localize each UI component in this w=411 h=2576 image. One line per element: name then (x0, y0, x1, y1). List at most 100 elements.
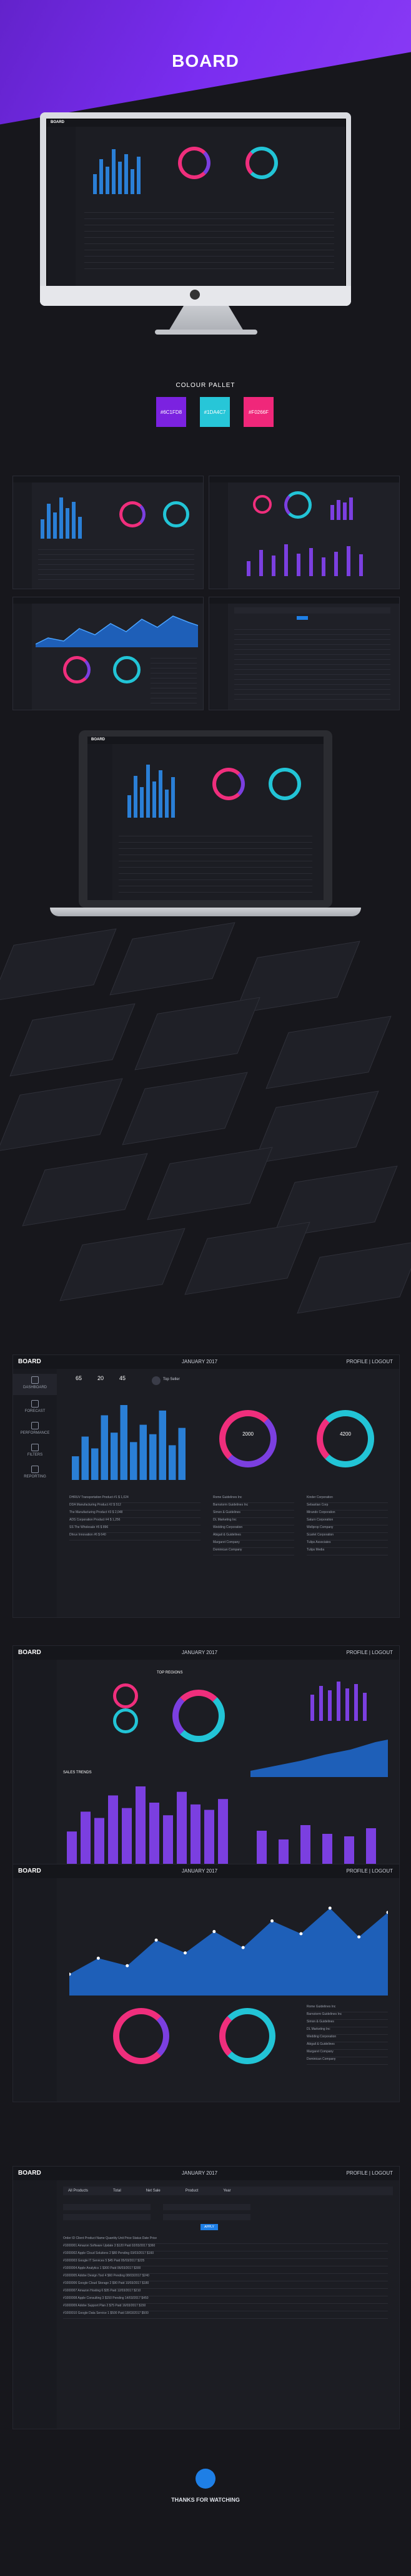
chart-bar (159, 1410, 166, 1480)
profile-link[interactable]: PROFILE (346, 1359, 368, 1364)
table-row: ADS Corporation Product #4 $ 1,256 (69, 1518, 201, 1526)
chart-bar (130, 1442, 137, 1480)
area-point (270, 1919, 274, 1922)
table-row: Dhruv Innovation #6 $ 640 (69, 1533, 201, 1540)
area-point (357, 1935, 361, 1939)
table-row: Dominican Company (307, 2057, 388, 2065)
laptop-base (50, 908, 361, 916)
preview-reporting (209, 597, 400, 710)
kpi-1: 65 (76, 1375, 82, 1381)
table-row: #1000003 Google IT Services 5 $45 Paid 0… (63, 2259, 388, 2266)
table-row: #1000008 Apple Consulting 3 $150 Pending… (63, 2296, 388, 2304)
filter-input-2[interactable] (163, 2204, 250, 2210)
chart-bar (177, 1791, 187, 1868)
forecast-bar-chart (67, 1786, 228, 1868)
report-tab[interactable]: Net Sale (146, 2189, 161, 2193)
logout-link[interactable]: LOGOUT (372, 1650, 393, 1655)
table-row: Tulips Associates (307, 1540, 388, 1548)
thanks-text: THANKS FOR WATCHING (171, 2497, 240, 2503)
report-tab[interactable]: Total (113, 2189, 121, 2193)
swatch-purple: #6C1FD8 (156, 397, 186, 427)
app-logo: BOARD (18, 2170, 41, 2177)
filter-input-4[interactable] (163, 2214, 250, 2220)
profile-link[interactable]: PROFILE (346, 1650, 368, 1655)
chart-bar (101, 1415, 108, 1480)
nav-dashboard[interactable]: DASHBOARD (13, 1374, 57, 1395)
chart-bar (111, 1432, 118, 1480)
monitor-ring-1 (178, 147, 210, 179)
logout-link[interactable]: LOGOUT (372, 1359, 393, 1364)
monitor-stand-base (155, 330, 257, 335)
chart-bar (204, 1810, 214, 1868)
laptop-screen: BOARD (87, 737, 324, 900)
table-row: Rome Guidelines Inc (213, 1496, 294, 1503)
screen-performance: BOARD JANUARY 2017 PROFILE | LOGOUT Rome… (12, 1864, 400, 2102)
list-3: Kinder Corporation Sebastian Corp Mirando … (307, 1496, 388, 1555)
app-logo: BOARD (18, 1358, 41, 1365)
perf-ring-2 (219, 2008, 275, 2064)
app-logo: BOARD (18, 1649, 41, 1656)
nav-performance[interactable]: PERFORMANCE (13, 1422, 57, 1435)
thumbs-up-icon (196, 2469, 215, 2489)
monitor-table (84, 207, 334, 269)
table-row: DDA Manufacturing Product #2 $ 512 (69, 1503, 201, 1511)
table-row: DL Marketing Inc (307, 2027, 388, 2035)
table-row: Barnstorm Guidelines Inc (213, 1503, 294, 1511)
preview-forecast (209, 476, 400, 589)
screen-reporting: BOARD JANUARY 2017 PROFILE | LOGOUT All … (12, 2166, 400, 2429)
area-point (126, 1964, 129, 1967)
monitor-bar-chart (91, 144, 147, 194)
table-row: #1000006 Google Cloud Storage 2 $90 Paid… (63, 2281, 388, 2289)
app-logo: BOARD (18, 1868, 41, 1874)
report-tab[interactable]: Year (223, 2189, 231, 2193)
table-row: Barnstorm Guidelines Inc (307, 2012, 388, 2020)
monitor-mockup: BOARD (40, 112, 351, 306)
chart-bar (81, 1436, 89, 1480)
nav-filters[interactable]: FILTERS (13, 1444, 57, 1457)
forecast-area-chart (250, 1740, 388, 1777)
chart-bar (178, 1428, 186, 1480)
nav-reporting[interactable]: REPORTING (13, 1466, 57, 1479)
forecast-stacked-bars (250, 1808, 388, 1864)
logout-link[interactable]: LOGOUT (372, 2170, 393, 2176)
profile-link[interactable]: PROFILE (346, 1868, 368, 1874)
table-row: Tulips Media (307, 1548, 388, 1555)
apply-button[interactable]: APPLY (201, 2224, 218, 2230)
profile-link[interactable]: PROFILE (346, 2170, 368, 2176)
isometric-screens (0, 911, 411, 1323)
table-row: Scarlet Corporation (307, 1533, 388, 1540)
report-tab[interactable]: Product (185, 2189, 199, 2193)
chart-bar (149, 1434, 157, 1480)
area-point (69, 1972, 71, 1976)
chart-bar (72, 1456, 79, 1480)
table-row: Simon & Guidelines (307, 2020, 388, 2027)
table-row: #1000009 Adobe Support Plan 2 $75 Paid 1… (63, 2304, 388, 2311)
reporting-icon (31, 1466, 39, 1473)
table-row: Mirando Corporation (307, 1511, 388, 1518)
chart-bar (120, 1405, 127, 1480)
table-row: Abigail & Guidelines (307, 2042, 388, 2050)
monitor-stand (169, 306, 244, 331)
kpi-3: 45 (119, 1375, 126, 1381)
area-point (96, 1956, 100, 1960)
table-row: DL Marketing Inc (213, 1518, 294, 1526)
table-row: Wedding Corporation (307, 2035, 388, 2042)
dashboard-bar-chart (72, 1405, 186, 1480)
monitor-ring-2 (245, 147, 278, 179)
perf-list: Rome Guidelines Inc Barnstorm Guidelines … (307, 2005, 388, 2065)
area-point (183, 1951, 187, 1955)
area-point (386, 1911, 388, 1914)
filter-icon (31, 1444, 39, 1451)
report-table: Order ID Client Product Name Quantity Un… (63, 2236, 388, 2319)
report-tab[interactable]: All Products (68, 2189, 89, 2193)
table-row: Simon & Guidelines (213, 1511, 294, 1518)
chart-bar (67, 1831, 77, 1868)
palette-label: COLOUR PALLET (176, 382, 235, 389)
top-products-table: DHRUV Transportation Product #1 $ 1,024 D… (69, 1496, 201, 1540)
filter-input-3[interactable] (63, 2214, 151, 2220)
filter-input-1[interactable] (63, 2204, 151, 2210)
logout-link[interactable]: LOGOUT (372, 1868, 393, 1874)
area-point (328, 1906, 332, 1910)
chart-bar (149, 1803, 159, 1868)
nav-forecast[interactable]: FORECAST (13, 1400, 57, 1413)
